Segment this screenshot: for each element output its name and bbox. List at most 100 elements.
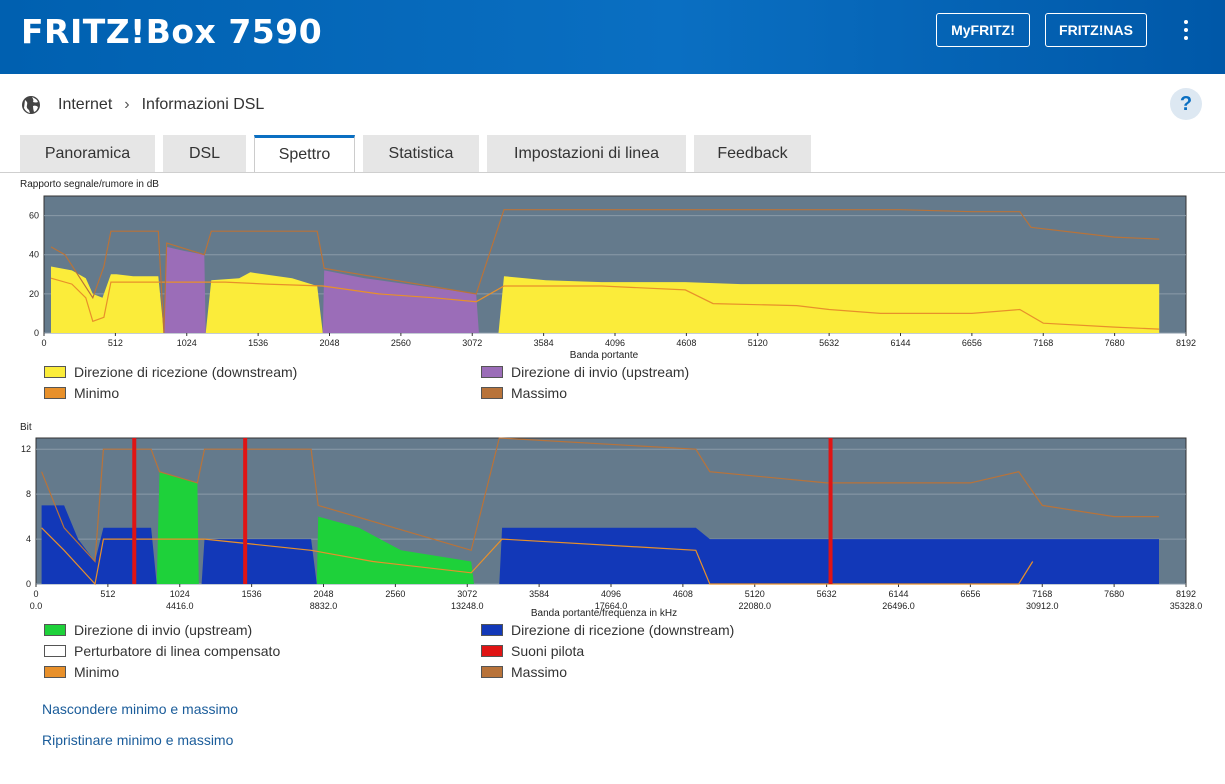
breadcrumb-internet[interactable]: Internet bbox=[58, 96, 113, 113]
legend-item: Direzione di invio (upstream) bbox=[481, 364, 689, 380]
y-tick-label: 60 bbox=[29, 211, 39, 221]
legend-swatch bbox=[481, 387, 503, 399]
x-tick-label: 1024 bbox=[170, 589, 190, 599]
minimum-line bbox=[50, 277, 1160, 330]
x-khz-tick-label: 4416.0 bbox=[166, 601, 194, 611]
breadcrumb: Internet › Informazioni DSL bbox=[20, 92, 264, 118]
x-khz-tick-label: 26496.0 bbox=[882, 601, 915, 611]
globe-icon bbox=[22, 96, 40, 114]
legend-label: Direzione di ricezione (downstream) bbox=[74, 364, 298, 380]
fritznas-button[interactable]: FRITZ!NAS bbox=[1045, 13, 1147, 47]
hide-minmax-link[interactable]: Nascondere minimo e massimo bbox=[42, 701, 239, 717]
x-tick-label: 5120 bbox=[748, 338, 768, 348]
snr-chart: 0 20 40 60 0 512 1024 1536 2048 2560 3072 3584 4096 4… bbox=[29, 195, 1196, 361]
legend-item: Minimo bbox=[44, 385, 119, 401]
x-tick-label: 4096 bbox=[605, 338, 625, 348]
x-tick-label: 8192 bbox=[1176, 589, 1196, 599]
x-tick-label: 6656 bbox=[960, 589, 980, 599]
pilot-tone bbox=[132, 438, 137, 584]
tab-divider bbox=[0, 172, 1225, 173]
y-tick-label: 0 bbox=[34, 328, 39, 338]
top-bar: FRITZ!Box 7590 MyFRITZ! FRITZ!NAS bbox=[0, 0, 1225, 74]
maximum-line bbox=[50, 209, 1160, 334]
help-button[interactable]: ? bbox=[1170, 88, 1202, 120]
x-tick-label: 5632 bbox=[817, 589, 837, 599]
brand-title: FRITZ!Box 7590 bbox=[21, 12, 323, 51]
tab-dsl[interactable]: DSL bbox=[163, 135, 246, 172]
tab-panoramica[interactable]: Panoramica bbox=[20, 135, 155, 172]
legend-swatch bbox=[44, 645, 66, 657]
snr-chart-title: Rapporto segnale/rumore in dB bbox=[20, 179, 159, 190]
x-tick-label: 7680 bbox=[1104, 589, 1124, 599]
x-khz-tick-label: 30912.0 bbox=[1026, 601, 1059, 611]
pilot-tone bbox=[243, 438, 248, 584]
x-khz-tick-label: 13248.0 bbox=[451, 601, 484, 611]
x-tick-label: 8192 bbox=[1176, 338, 1196, 348]
x-tick-label: 0 bbox=[33, 589, 38, 599]
legend-swatch bbox=[481, 624, 503, 636]
x-tick-label: 7168 bbox=[1033, 338, 1053, 348]
legend-item: Direzione di ricezione (downstream) bbox=[481, 622, 734, 638]
legend-item: Direzione di ricezione (downstream) bbox=[44, 364, 297, 380]
y-tick-label: 4 bbox=[26, 534, 31, 544]
x-tick-label: 6144 bbox=[888, 589, 908, 599]
minimum-line bbox=[41, 527, 1034, 586]
x-tick-label: 3584 bbox=[534, 338, 554, 348]
legend-label: Direzione di invio (upstream) bbox=[74, 622, 253, 638]
pilot-tone bbox=[828, 438, 833, 584]
upstream-snr-area bbox=[163, 246, 479, 333]
x-tick-label: 2048 bbox=[313, 589, 333, 599]
tab-statistica[interactable]: Statistica bbox=[363, 135, 479, 172]
tab-impostazioni-di-linea[interactable]: Impostazioni di linea bbox=[487, 135, 686, 172]
legend-swatch bbox=[44, 666, 66, 678]
x-khz-tick-label: 35328.0 bbox=[1170, 601, 1203, 611]
x-tick-label: 3072 bbox=[462, 338, 482, 348]
x-axis-label: Banda portante bbox=[570, 350, 639, 361]
tab-feedback[interactable]: Feedback bbox=[694, 135, 811, 172]
y-tick-label: 12 bbox=[21, 444, 31, 454]
legend-swatch bbox=[44, 387, 66, 399]
x-tick-label: 4608 bbox=[673, 589, 693, 599]
x-tick-label: 5632 bbox=[819, 338, 839, 348]
x-tick-label: 4608 bbox=[676, 338, 696, 348]
y-tick-label: 20 bbox=[29, 289, 39, 299]
x-tick-label: 6656 bbox=[962, 338, 982, 348]
x-tick-label: 6144 bbox=[890, 338, 910, 348]
legend-swatch bbox=[44, 366, 66, 378]
x-tick-label: 5120 bbox=[745, 589, 765, 599]
restore-minmax-link[interactable]: Ripristinare minimo e massimo bbox=[42, 732, 234, 748]
x-tick-label: 512 bbox=[100, 589, 115, 599]
x-tick-label: 1536 bbox=[242, 589, 262, 599]
legend-swatch bbox=[481, 645, 503, 657]
tab-spettro[interactable]: Spettro bbox=[254, 135, 355, 172]
legend-label: Direzione di invio (upstream) bbox=[511, 364, 690, 380]
x-tick-label: 7168 bbox=[1032, 589, 1052, 599]
x-tick-label: 7680 bbox=[1105, 338, 1125, 348]
x-tick-label: 512 bbox=[108, 338, 123, 348]
legend-label: Massimo bbox=[511, 664, 568, 680]
chevron-right-icon: › bbox=[124, 96, 130, 113]
y-tick-label: 40 bbox=[29, 250, 39, 260]
y-tick-label: 0 bbox=[26, 579, 31, 589]
bit-chart: 0 4 8 12 0 512 1024 1536 2048 2560 3072 3584 4096 460… bbox=[21, 437, 1203, 619]
x-tick-label: 2048 bbox=[319, 338, 339, 348]
legend-item: Suoni pilota bbox=[481, 643, 584, 659]
bit-chart-title: Bit bbox=[20, 422, 32, 433]
legend-label: Massimo bbox=[511, 385, 568, 401]
x-tick-label: 0 bbox=[41, 338, 46, 348]
breadcrumb-current: Informazioni DSL bbox=[141, 96, 265, 113]
legend-label: Minimo bbox=[74, 385, 120, 401]
legend-swatch bbox=[481, 366, 503, 378]
more-menu-icon[interactable] bbox=[1176, 18, 1196, 42]
legend-item: Direzione di invio (upstream) bbox=[44, 622, 252, 638]
legend-label: Suoni pilota bbox=[511, 643, 585, 659]
legend-label: Perturbatore di linea compensato bbox=[74, 643, 281, 659]
legend-item: Perturbatore di linea compensato bbox=[44, 643, 280, 659]
x-tick-label: 4096 bbox=[601, 589, 621, 599]
myfritz-button[interactable]: MyFRITZ! bbox=[936, 13, 1030, 47]
legend-item: Massimo bbox=[481, 385, 567, 401]
legend-item: Minimo bbox=[44, 664, 119, 680]
x-tick-label: 2560 bbox=[385, 589, 405, 599]
x-tick-label: 1024 bbox=[177, 338, 197, 348]
upstream-bits-area bbox=[156, 471, 474, 584]
